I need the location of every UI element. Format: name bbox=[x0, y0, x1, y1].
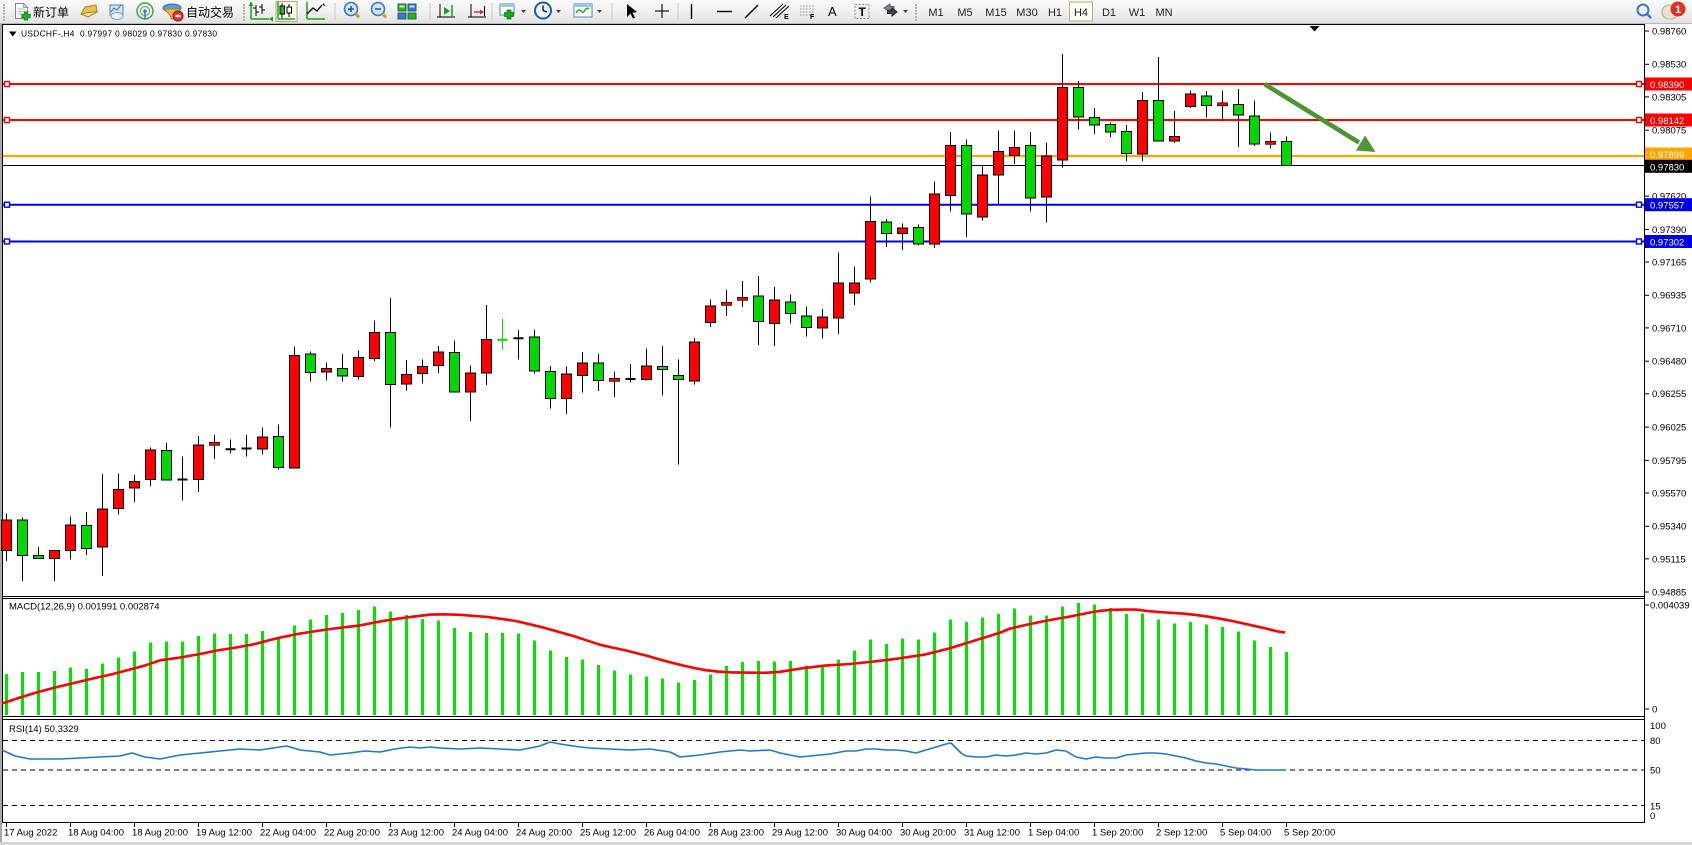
svg-text:0.96025: 0.96025 bbox=[1652, 423, 1686, 434]
svg-text:0.97302: 0.97302 bbox=[1650, 238, 1684, 249]
svg-text:80: 80 bbox=[1650, 736, 1661, 747]
svg-text:H1: H1 bbox=[1048, 7, 1062, 19]
svg-text:0: 0 bbox=[1652, 704, 1657, 715]
svg-text:0.97557: 0.97557 bbox=[1650, 201, 1684, 212]
svg-text:0.96935: 0.96935 bbox=[1652, 291, 1686, 302]
svg-text:新订单: 新订单 bbox=[33, 5, 69, 20]
svg-text:1 Sep 20:00: 1 Sep 20:00 bbox=[1092, 828, 1143, 839]
svg-text:W1: W1 bbox=[1129, 7, 1146, 19]
svg-text:0.004039: 0.004039 bbox=[1650, 600, 1690, 611]
svg-text:5 Sep 04:00: 5 Sep 04:00 bbox=[1220, 828, 1271, 839]
svg-text:F: F bbox=[810, 14, 815, 21]
svg-text:0.98305: 0.98305 bbox=[1652, 92, 1686, 103]
svg-text:18 Aug 04:00: 18 Aug 04:00 bbox=[68, 828, 124, 839]
svg-text:0.94885: 0.94885 bbox=[1652, 587, 1686, 598]
svg-text:22 Aug 20:00: 22 Aug 20:00 bbox=[324, 828, 380, 839]
svg-text:100: 100 bbox=[1650, 721, 1666, 732]
svg-text:0.98530: 0.98530 bbox=[1652, 60, 1686, 71]
svg-text:0.97899: 0.97899 bbox=[1650, 150, 1684, 161]
svg-text:24 Aug 04:00: 24 Aug 04:00 bbox=[452, 828, 508, 839]
svg-text:29 Aug 12:00: 29 Aug 12:00 bbox=[772, 828, 828, 839]
svg-text:2 Sep 12:00: 2 Sep 12:00 bbox=[1156, 828, 1207, 839]
svg-text:M15: M15 bbox=[985, 7, 1006, 19]
svg-text:0.96480: 0.96480 bbox=[1652, 357, 1686, 368]
svg-text:A: A bbox=[828, 4, 837, 19]
svg-text:0.98390: 0.98390 bbox=[1650, 80, 1684, 91]
svg-text:50: 50 bbox=[1650, 765, 1661, 776]
svg-text:19 Aug 12:00: 19 Aug 12:00 bbox=[196, 828, 252, 839]
svg-text:26 Aug 04:00: 26 Aug 04:00 bbox=[644, 828, 700, 839]
svg-text:M1: M1 bbox=[928, 7, 943, 19]
svg-text:22 Aug 04:00: 22 Aug 04:00 bbox=[260, 828, 316, 839]
svg-text:28 Aug 23:00: 28 Aug 23:00 bbox=[708, 828, 764, 839]
svg-text:MN: MN bbox=[1155, 7, 1172, 19]
svg-text:0.95795: 0.95795 bbox=[1652, 456, 1686, 467]
svg-text:0.97390: 0.97390 bbox=[1652, 225, 1686, 236]
svg-text:0.98760: 0.98760 bbox=[1652, 26, 1686, 37]
svg-text:0.96710: 0.96710 bbox=[1652, 323, 1686, 334]
svg-text:0.95115: 0.95115 bbox=[1652, 554, 1686, 565]
svg-text:MACD(12,26,9) 0.001991 0.00287: MACD(12,26,9) 0.001991 0.002874 bbox=[9, 602, 160, 613]
svg-text:31 Aug 12:00: 31 Aug 12:00 bbox=[964, 828, 1020, 839]
svg-text:0: 0 bbox=[1650, 811, 1655, 822]
svg-text:USDCHF-,H4 0.97997 0.98029 0.: USDCHF-,H4 0.97997 0.98029 0.97830 0.978… bbox=[21, 29, 217, 39]
svg-text:17 Aug 2022: 17 Aug 2022 bbox=[4, 828, 57, 839]
svg-text:0.96255: 0.96255 bbox=[1652, 389, 1686, 400]
svg-text:0.97830: 0.97830 bbox=[1650, 162, 1684, 173]
svg-text:5 Sep 20:00: 5 Sep 20:00 bbox=[1284, 828, 1335, 839]
svg-text:0.95340: 0.95340 bbox=[1652, 522, 1686, 533]
svg-text:15: 15 bbox=[1650, 801, 1661, 812]
svg-text:0.97165: 0.97165 bbox=[1652, 257, 1686, 268]
svg-text:RSI(14) 50.3329: RSI(14) 50.3329 bbox=[9, 724, 79, 735]
svg-text:30 Aug 04:00: 30 Aug 04:00 bbox=[836, 828, 892, 839]
svg-text:E: E bbox=[784, 14, 789, 21]
svg-text:18 Aug 20:00: 18 Aug 20:00 bbox=[132, 828, 188, 839]
svg-text:H4: H4 bbox=[1074, 7, 1088, 19]
svg-text:1 Sep 04:00: 1 Sep 04:00 bbox=[1028, 828, 1079, 839]
svg-text:0.95570: 0.95570 bbox=[1652, 488, 1686, 499]
svg-text:1: 1 bbox=[1675, 4, 1681, 16]
svg-text:23 Aug 12:00: 23 Aug 12:00 bbox=[388, 828, 444, 839]
svg-text:0.98142: 0.98142 bbox=[1650, 116, 1684, 127]
svg-text:D1: D1 bbox=[1102, 7, 1116, 19]
svg-text:25 Aug 12:00: 25 Aug 12:00 bbox=[580, 828, 636, 839]
svg-text:30 Aug 20:00: 30 Aug 20:00 bbox=[900, 828, 956, 839]
svg-text:自动交易: 自动交易 bbox=[186, 5, 234, 20]
svg-text:M30: M30 bbox=[1016, 7, 1037, 19]
svg-text:24 Aug 20:00: 24 Aug 20:00 bbox=[516, 828, 572, 839]
svg-text:0.98075: 0.98075 bbox=[1652, 126, 1686, 137]
svg-text:M5: M5 bbox=[957, 7, 972, 19]
svg-text:T: T bbox=[859, 5, 867, 19]
svg-text:0.97620: 0.97620 bbox=[1652, 192, 1686, 203]
